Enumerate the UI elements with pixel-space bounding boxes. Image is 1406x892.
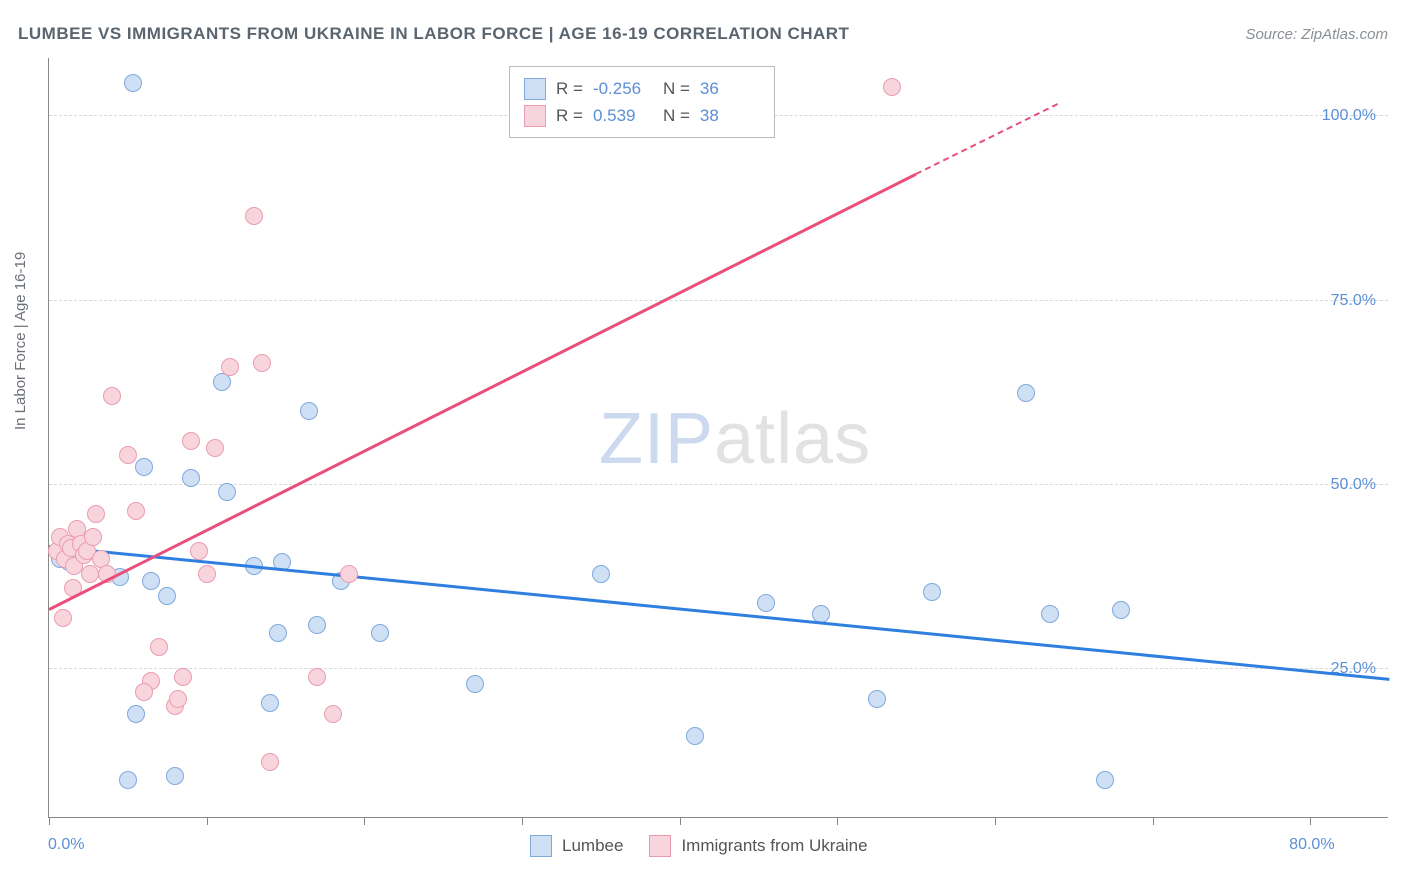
- data-point: [371, 624, 389, 642]
- data-point: [300, 402, 318, 420]
- legend-item: Lumbee: [530, 832, 623, 859]
- data-point: [124, 74, 142, 92]
- correlation-legend: R = -0.256 N = 36 R = 0.539 N = 38: [509, 66, 775, 138]
- legend-row: R = -0.256 N = 36: [524, 75, 760, 102]
- data-point: [158, 587, 176, 605]
- trend-line: [49, 545, 1389, 680]
- data-point: [135, 683, 153, 701]
- data-point: [127, 705, 145, 723]
- y-axis-label: In Labor Force | Age 16-19: [12, 252, 29, 430]
- data-point: [87, 505, 105, 523]
- data-point: [308, 616, 326, 634]
- data-point: [206, 439, 224, 457]
- data-point: [174, 668, 192, 686]
- data-point: [218, 483, 236, 501]
- data-point: [150, 638, 168, 656]
- x-tick: [207, 817, 208, 825]
- series-legend: Lumbee Immigrants from Ukraine: [530, 832, 868, 859]
- data-point: [245, 207, 263, 225]
- data-point: [169, 690, 187, 708]
- data-point: [923, 583, 941, 601]
- data-point: [127, 502, 145, 520]
- grid-line: [49, 300, 1388, 301]
- data-point: [757, 594, 775, 612]
- n-value: 36: [700, 75, 760, 102]
- x-tick: [1153, 817, 1154, 825]
- data-point: [261, 694, 279, 712]
- grid-line: [49, 668, 1388, 669]
- data-point: [1017, 384, 1035, 402]
- y-tick-label: 75.0%: [1331, 292, 1382, 310]
- legend-swatch: [524, 105, 546, 127]
- data-point: [221, 358, 239, 376]
- legend-item: Immigrants from Ukraine: [649, 832, 867, 859]
- data-point: [340, 565, 358, 583]
- trend-line: [48, 173, 916, 611]
- x-tick: [837, 817, 838, 825]
- n-label: N =: [663, 102, 690, 129]
- data-point: [142, 572, 160, 590]
- data-point: [253, 354, 271, 372]
- data-point: [182, 469, 200, 487]
- data-point: [261, 753, 279, 771]
- data-point: [81, 565, 99, 583]
- scatter-plot: ZIPatlas 25.0%50.0%75.0%100.0%R =-0.256N…: [48, 58, 1388, 818]
- data-point: [868, 690, 886, 708]
- r-value: 0.539: [593, 102, 653, 129]
- source-attribution: Source: ZipAtlas.com: [1245, 26, 1388, 43]
- data-point: [84, 528, 102, 546]
- data-point: [466, 675, 484, 693]
- data-point: [1041, 605, 1059, 623]
- data-point: [166, 767, 184, 785]
- page-title: LUMBEE VS IMMIGRANTS FROM UKRAINE IN LAB…: [18, 24, 849, 44]
- x-tick: [680, 817, 681, 825]
- x-tick: [49, 817, 50, 825]
- data-point: [190, 542, 208, 560]
- legend-row: R = 0.539 N = 38: [524, 102, 760, 129]
- legend-swatch: [530, 835, 552, 857]
- y-tick-label: 50.0%: [1331, 476, 1382, 494]
- series-name: Immigrants from Ukraine: [681, 832, 867, 859]
- n-value: 38: [700, 102, 760, 129]
- legend-swatch: [649, 835, 671, 857]
- x-tick-label: 80.0%: [1289, 836, 1334, 854]
- data-point: [103, 387, 121, 405]
- r-label: R =: [556, 75, 583, 102]
- r-label: R =: [556, 102, 583, 129]
- y-tick-label: 100.0%: [1322, 107, 1382, 125]
- x-tick-label: 0.0%: [48, 836, 84, 854]
- x-tick: [522, 817, 523, 825]
- data-point: [592, 565, 610, 583]
- x-tick: [995, 817, 996, 825]
- data-point: [686, 727, 704, 745]
- data-point: [198, 565, 216, 583]
- data-point: [308, 668, 326, 686]
- data-point: [324, 705, 342, 723]
- data-point: [883, 78, 901, 96]
- trend-line: [916, 103, 1059, 175]
- n-label: N =: [663, 75, 690, 102]
- x-tick: [1310, 817, 1311, 825]
- data-point: [119, 446, 137, 464]
- data-point: [1112, 601, 1130, 619]
- grid-line: [49, 484, 1388, 485]
- data-point: [54, 609, 72, 627]
- data-point: [1096, 771, 1114, 789]
- data-point: [119, 771, 137, 789]
- legend-swatch: [524, 78, 546, 100]
- series-name: Lumbee: [562, 832, 623, 859]
- data-point: [135, 458, 153, 476]
- watermark: ZIPatlas: [599, 398, 871, 480]
- x-tick: [364, 817, 365, 825]
- data-point: [182, 432, 200, 450]
- data-point: [269, 624, 287, 642]
- r-value: -0.256: [593, 75, 653, 102]
